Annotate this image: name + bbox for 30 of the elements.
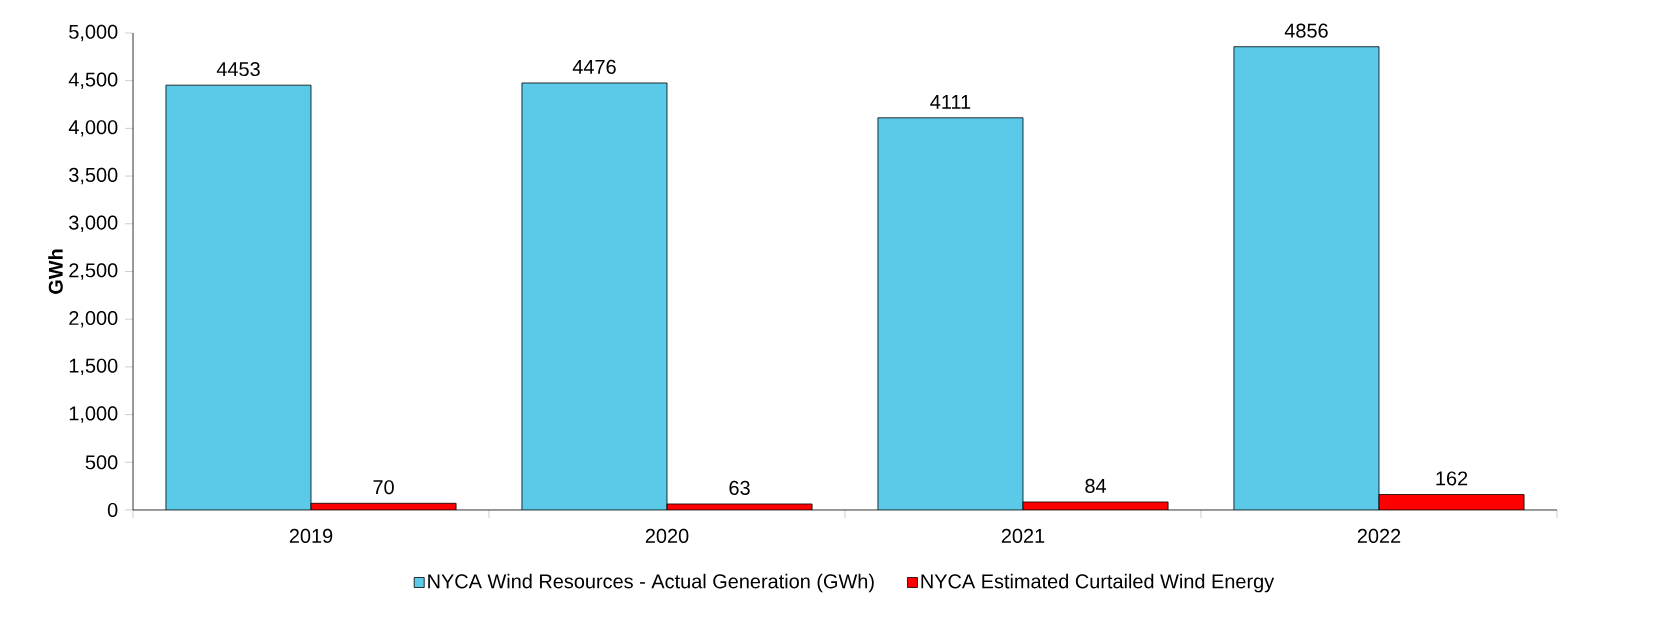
x-tick-label: 2021 — [1001, 528, 1045, 543]
y-tick-label: 5,000 — [69, 24, 118, 42]
data-label: 4111 — [930, 95, 971, 109]
legend-label: NYCA Wind Resources - Actual Generation (GWh) — [428, 573, 874, 593]
legend-label: NYCA Estimated Curtailed Wind Energy — [921, 573, 1275, 593]
y-tick-label: 500 — [85, 455, 118, 470]
data-label: 84 — [1085, 478, 1107, 493]
data-label: 70 — [373, 480, 394, 495]
y-tick-label: 0 — [107, 502, 118, 518]
bar — [521, 82, 668, 510]
y-tick-label: 1,500 — [69, 358, 118, 376]
data-label: 4453 — [216, 62, 260, 77]
x-tick-label: 2022 — [1357, 528, 1401, 543]
y-tick-label: 1,000 — [69, 406, 118, 423]
bar — [877, 117, 1024, 510]
data-label: 63 — [729, 480, 750, 495]
y-tick-label: 2,500 — [69, 263, 118, 280]
y-tick-label: 4,500 — [68, 72, 118, 89]
bar — [165, 85, 312, 510]
x-tick-label: 2020 — [645, 528, 689, 543]
data-label: 4476 — [572, 59, 616, 74]
y-tick-label: 2,000 — [69, 310, 118, 328]
y-tick-label: 4,000 — [68, 120, 118, 137]
x-tick-label: 2019 — [289, 528, 333, 543]
bar — [1233, 46, 1380, 510]
y-tick-label: 3,000 — [69, 215, 118, 233]
y-tick-label: 3,500 — [69, 167, 118, 185]
data-label: 4856 — [1284, 23, 1328, 38]
data-label: 162 — [1436, 471, 1468, 486]
y-axis-title: GWh — [48, 249, 63, 294]
